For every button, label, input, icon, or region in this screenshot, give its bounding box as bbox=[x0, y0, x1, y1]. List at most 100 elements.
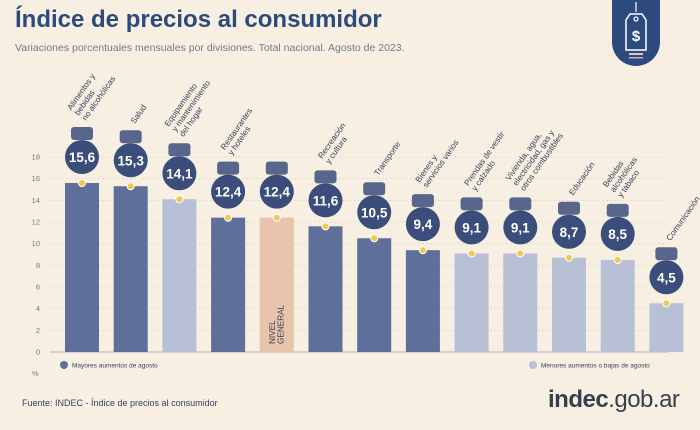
value-circle bbox=[162, 156, 197, 191]
category-label: Recreacióny cultura bbox=[316, 121, 355, 166]
y-tick-label: 10 bbox=[32, 239, 40, 248]
bar bbox=[65, 183, 99, 352]
bar-value-label: 8,5 bbox=[608, 227, 627, 242]
general-basket-icon bbox=[265, 161, 288, 175]
value-circle bbox=[600, 216, 635, 251]
bar-top-dot bbox=[126, 182, 135, 191]
bar bbox=[113, 186, 148, 352]
y-axis-label: % bbox=[32, 369, 39, 378]
clothing-icon bbox=[460, 197, 483, 211]
bar-top-dot bbox=[418, 246, 427, 255]
category-label: Comunicación bbox=[665, 194, 700, 242]
bar bbox=[259, 217, 294, 352]
bar-top-dot bbox=[272, 213, 281, 222]
logo-main: indec bbox=[548, 386, 609, 413]
bar bbox=[162, 199, 197, 352]
category-label: Alimentos ybebidasno alcohólicas bbox=[66, 64, 118, 122]
y-tick-label: 14 bbox=[32, 196, 40, 205]
transport-icon bbox=[363, 182, 386, 196]
bar bbox=[454, 253, 489, 352]
education-icon bbox=[558, 201, 580, 215]
y-tick-label: 2 bbox=[36, 326, 40, 335]
price-tag-icon: $ bbox=[625, 2, 647, 59]
comb-icon bbox=[411, 194, 434, 208]
category-label: Restaurantesy hoteles bbox=[219, 107, 262, 157]
bar-value-label: 9,1 bbox=[462, 220, 481, 235]
bar-value-label: 8,7 bbox=[560, 225, 579, 240]
bar bbox=[357, 238, 392, 352]
smartphone-icon bbox=[655, 247, 678, 261]
y-tick-label: 6 bbox=[36, 283, 40, 292]
y-tick-label: 4 bbox=[36, 304, 40, 313]
bar bbox=[503, 253, 538, 352]
bar-value-label: 9,1 bbox=[511, 220, 530, 235]
svg-text:$: $ bbox=[632, 28, 641, 45]
bar bbox=[405, 250, 440, 352]
bar-top-dot bbox=[467, 249, 476, 258]
bar-value-label: 10,5 bbox=[361, 205, 388, 220]
housing-tools-icon bbox=[509, 197, 532, 211]
recreation-icon bbox=[314, 170, 337, 184]
bar bbox=[308, 226, 343, 352]
alcohol-tobacco-icon bbox=[606, 203, 629, 217]
health-cross-icon bbox=[119, 130, 142, 144]
bar bbox=[211, 217, 246, 352]
legend-label-low: Menores aumentos o bajas de agosto bbox=[541, 363, 650, 370]
restaurant-icon bbox=[217, 161, 240, 175]
value-circle bbox=[357, 195, 392, 230]
page-subtitle: Variaciones porcentuales mensuales por d… bbox=[15, 42, 405, 54]
source-note: Fuente: INDEC - Índice de precios al con… bbox=[22, 398, 218, 408]
bar-value-label: 14,1 bbox=[166, 166, 193, 181]
value-circle bbox=[405, 207, 440, 242]
indec-logo: indec.gob.ar bbox=[548, 386, 680, 414]
bar-top-dot bbox=[370, 234, 379, 243]
food-icon bbox=[71, 127, 93, 140]
category-label: Equipamientoy mantenimientodel hogar bbox=[163, 73, 220, 138]
bar-top-dot bbox=[175, 195, 184, 204]
value-circle bbox=[649, 260, 684, 295]
bar-top-dot bbox=[224, 213, 233, 222]
y-tick-label: 8 bbox=[36, 261, 40, 270]
category-label: Transporte bbox=[372, 140, 402, 178]
bar-value-label: 4,5 bbox=[657, 270, 676, 285]
bar-top-dot bbox=[516, 249, 525, 258]
bar-top-dot bbox=[321, 222, 330, 231]
bar-top-dot bbox=[613, 255, 622, 265]
y-tick-label: 16 bbox=[32, 174, 40, 183]
household-icon bbox=[168, 143, 191, 157]
bar-value-label: 12,4 bbox=[264, 185, 291, 200]
category-label: NIVELGENERAL bbox=[268, 304, 286, 344]
y-tick-label: 18 bbox=[32, 153, 40, 162]
legend-swatch-low bbox=[529, 361, 537, 369]
value-circle bbox=[211, 174, 246, 209]
bar-value-label: 9,4 bbox=[414, 217, 433, 232]
bar-value-label: 12,4 bbox=[215, 185, 242, 200]
bar-top-dot bbox=[77, 178, 87, 188]
category-label: Bienes yservicios varios bbox=[414, 133, 461, 189]
bar bbox=[649, 303, 684, 352]
price-tag-badge: $ bbox=[612, 0, 660, 66]
value-circle bbox=[65, 140, 99, 174]
page-title: Índice de precios al consumidor bbox=[15, 6, 382, 33]
logo-suffix: .gob.ar bbox=[608, 386, 680, 413]
bar-value-label: 11,6 bbox=[313, 193, 339, 208]
value-circle bbox=[113, 143, 148, 178]
y-tick-label: 12 bbox=[32, 218, 40, 227]
y-tick-label: 0 bbox=[36, 348, 40, 357]
category-label: Prendas de vestiry calzado bbox=[462, 130, 513, 193]
value-circle bbox=[503, 210, 538, 245]
bar bbox=[600, 259, 635, 352]
bar-top-dot bbox=[564, 253, 574, 262]
value-circle bbox=[454, 210, 489, 245]
category-label: Bebidasalcohólicasy tabaco bbox=[601, 150, 646, 199]
value-circle bbox=[259, 174, 294, 209]
legend-swatch-high bbox=[60, 361, 68, 369]
bar bbox=[552, 257, 586, 352]
bar-top-dot bbox=[662, 299, 671, 308]
value-circle bbox=[308, 183, 343, 218]
category-label: Salud bbox=[129, 103, 149, 126]
bar-value-label: 15,3 bbox=[118, 153, 145, 168]
value-circle bbox=[552, 214, 586, 249]
legend-label-high: Mayores aumentos de agosto bbox=[72, 363, 158, 370]
